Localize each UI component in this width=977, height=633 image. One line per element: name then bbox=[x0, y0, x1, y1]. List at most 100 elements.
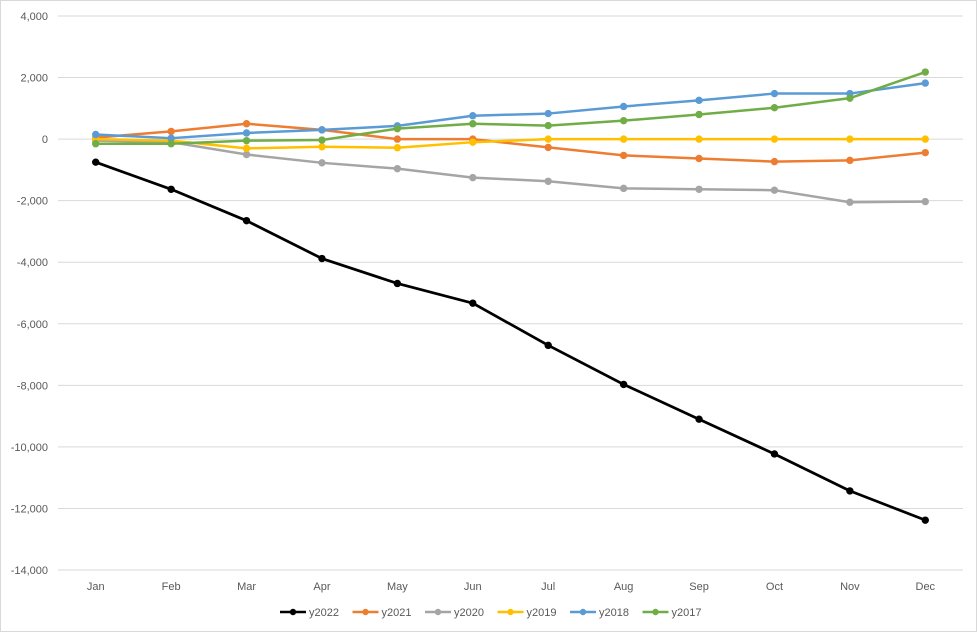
data-point bbox=[846, 135, 854, 143]
legend-item-y2019: y2019 bbox=[497, 607, 557, 619]
y-tick-label: -10,000 bbox=[11, 442, 48, 454]
legend-swatch-marker bbox=[579, 608, 587, 616]
data-point bbox=[695, 185, 703, 193]
data-point bbox=[770, 89, 779, 98]
data-point bbox=[92, 158, 100, 166]
data-point bbox=[167, 140, 175, 148]
data-point bbox=[921, 516, 929, 524]
data-point bbox=[242, 129, 251, 137]
x-tick-label: Feb bbox=[162, 581, 181, 593]
y-tick-label: -14,000 bbox=[11, 565, 48, 577]
data-point bbox=[619, 135, 628, 143]
data-point bbox=[393, 124, 402, 133]
legend: y2022 y2021 y2020 y2019 y2018 y2017 bbox=[280, 607, 701, 619]
data-point bbox=[619, 151, 628, 160]
data-point bbox=[846, 487, 854, 495]
x-tick-label: Jun bbox=[464, 581, 482, 593]
data-point bbox=[544, 109, 552, 118]
data-point bbox=[242, 150, 251, 159]
data-point bbox=[619, 116, 628, 125]
data-point bbox=[318, 143, 326, 151]
y-tick-label: 4,000 bbox=[20, 11, 48, 23]
data-point bbox=[393, 164, 402, 173]
data-point bbox=[921, 135, 929, 143]
data-point bbox=[544, 135, 552, 143]
x-tick-label: Dec bbox=[916, 581, 936, 593]
legend-swatch-marker bbox=[507, 608, 514, 616]
data-point bbox=[695, 415, 703, 423]
x-tick-label: Mar bbox=[237, 581, 256, 593]
series-y2019 bbox=[92, 135, 929, 153]
series-y2022 bbox=[92, 158, 929, 524]
data-point bbox=[469, 120, 477, 128]
x-tick-label: Aug bbox=[614, 581, 634, 593]
data-point bbox=[921, 79, 929, 87]
data-point bbox=[544, 177, 552, 185]
legend-item-y2017: y2017 bbox=[642, 607, 702, 619]
x-tick-label: Jul bbox=[541, 581, 555, 593]
y-tick-label: -6,000 bbox=[17, 319, 48, 331]
x-tick-label: Nov bbox=[840, 581, 860, 593]
x-tick-label: Apr bbox=[313, 581, 330, 593]
legend-label: y2019 bbox=[527, 607, 557, 619]
series-line bbox=[94, 81, 927, 140]
y-tick-label: -4,000 bbox=[17, 257, 48, 269]
data-point bbox=[695, 154, 703, 163]
series-y2020 bbox=[92, 136, 929, 206]
data-point bbox=[242, 120, 251, 128]
data-point bbox=[695, 135, 703, 143]
x-tick-label: Sep bbox=[689, 581, 709, 593]
data-point bbox=[92, 140, 100, 148]
data-point bbox=[695, 110, 703, 119]
data-point bbox=[318, 136, 326, 144]
legend-label: y2017 bbox=[672, 607, 702, 619]
data-point bbox=[469, 138, 477, 146]
legend-swatch-marker bbox=[434, 608, 442, 616]
legend-label: y2018 bbox=[599, 607, 629, 619]
data-point bbox=[695, 96, 703, 105]
data-point bbox=[393, 135, 402, 143]
x-tick-label: Jan bbox=[87, 581, 105, 593]
y-tick-label: 0 bbox=[42, 134, 48, 146]
data-point bbox=[92, 130, 100, 139]
x-tick-label: May bbox=[387, 581, 408, 593]
data-point bbox=[242, 144, 251, 153]
data-point bbox=[921, 148, 929, 157]
gridlines bbox=[58, 15, 963, 571]
data-point bbox=[242, 136, 251, 145]
data-point bbox=[318, 159, 326, 167]
legend-item-y2021: y2021 bbox=[352, 607, 412, 619]
data-point bbox=[770, 450, 779, 458]
legend-item-y2020: y2020 bbox=[425, 607, 484, 619]
x-tick-label: Oct bbox=[766, 581, 783, 593]
data-point bbox=[544, 341, 552, 350]
series-line bbox=[94, 137, 927, 150]
x-axis-tick-labels: Jan Feb Mar Apr May Jun Jul Aug Sep Oct Nov Dec bbox=[87, 581, 936, 593]
data-point bbox=[770, 135, 779, 143]
data-point bbox=[846, 156, 854, 165]
data-point bbox=[846, 94, 854, 102]
data-point bbox=[921, 68, 929, 76]
y-tick-label: 2,000 bbox=[20, 73, 48, 85]
legend-swatch-marker bbox=[652, 608, 659, 616]
series-y2018 bbox=[92, 79, 929, 142]
legend-swatch-marker bbox=[289, 608, 297, 616]
legend-item-y2022: y2022 bbox=[280, 607, 339, 619]
series-lines bbox=[92, 68, 929, 524]
data-point bbox=[619, 102, 628, 111]
legend-label: y2021 bbox=[382, 607, 412, 619]
data-point bbox=[469, 173, 477, 182]
data-point bbox=[167, 185, 175, 193]
data-point bbox=[318, 126, 326, 134]
data-point bbox=[619, 184, 628, 193]
y-tick-label: -8,000 bbox=[17, 380, 48, 392]
series-line bbox=[94, 160, 927, 522]
data-point bbox=[544, 121, 552, 130]
data-point bbox=[770, 157, 779, 166]
series-line bbox=[94, 70, 927, 145]
data-point bbox=[469, 299, 477, 307]
data-point bbox=[167, 127, 175, 136]
legend-label: y2020 bbox=[454, 607, 484, 619]
series-line bbox=[94, 122, 927, 163]
